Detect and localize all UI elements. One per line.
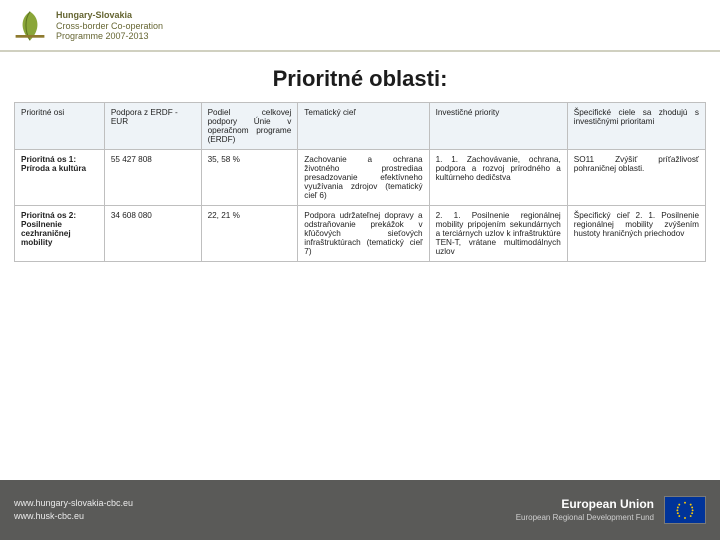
- cell-specific: SO11 Zvýšiť príťažlivosť pohraničnej obl…: [567, 150, 705, 206]
- program-name: Hungary-Slovakia Cross-border Co-operati…: [56, 10, 163, 42]
- footer-urls: www.hungary-slovakia-cbc.eu www.husk-cbc…: [14, 497, 133, 522]
- col-axis: Prioritné osi: [15, 103, 105, 150]
- cell-axis: Prioritná os 2: Posilnenie cezhraničnej …: [15, 206, 105, 262]
- col-erdf: Podpora z ERDF - EUR: [104, 103, 201, 150]
- table-row: Prioritná os 2: Posilnenie cezhraničnej …: [15, 206, 706, 262]
- cell-thematic: Zachovanie a ochrana životného prostredi…: [298, 150, 429, 206]
- cell-invest: 2. 1. Posilnenie regionálnej mobility pr…: [429, 206, 567, 262]
- priority-table-wrap: Prioritné osi Podpora z ERDF - EUR Podie…: [0, 102, 720, 262]
- cell-invest: 1. 1. Zachovávanie, ochrana, podpora a r…: [429, 150, 567, 206]
- col-share: Podiel celkovej podpory Únie v operačnom…: [201, 103, 298, 150]
- col-specific: Špecifické ciele sa zhodujú s investičný…: [567, 103, 705, 150]
- cell-axis: Prioritná os 1: Príroda a kultúra: [15, 150, 105, 206]
- footer-eu: European Union European Regional Develop…: [516, 496, 706, 524]
- col-invest: Investičné priority: [429, 103, 567, 150]
- program-line1: Hungary-Slovakia: [56, 10, 163, 21]
- cell-erdf: 55 427 808: [104, 150, 201, 206]
- table-row: Prioritná os 1: Príroda a kultúra 55 427…: [15, 150, 706, 206]
- cell-share: 35, 58 %: [201, 150, 298, 206]
- table-header-row: Prioritné osi Podpora z ERDF - EUR Podie…: [15, 103, 706, 150]
- program-line3: Programme 2007-2013: [56, 31, 163, 42]
- footer-url-1: www.hungary-slovakia-cbc.eu: [14, 497, 133, 510]
- program-logo: Hungary-Slovakia Cross-border Co-operati…: [12, 8, 163, 44]
- eu-title: European Union: [516, 497, 654, 513]
- cell-erdf: 34 608 080: [104, 206, 201, 262]
- leaf-logo-icon: [12, 8, 48, 44]
- slide: Hungary-Slovakia Cross-border Co-operati…: [0, 0, 720, 540]
- col-thematic: Tematický cieľ: [298, 103, 429, 150]
- program-banner: Hungary-Slovakia Cross-border Co-operati…: [0, 0, 720, 52]
- footer: www.hungary-slovakia-cbc.eu www.husk-cbc…: [0, 480, 720, 540]
- footer-url-2: www.husk-cbc.eu: [14, 510, 133, 523]
- priority-table: Prioritné osi Podpora z ERDF - EUR Podie…: [14, 102, 706, 262]
- cell-share: 22, 21 %: [201, 206, 298, 262]
- eu-text: European Union European Regional Develop…: [516, 497, 654, 523]
- page-title: Prioritné oblasti:: [0, 66, 720, 92]
- eu-subtitle: European Regional Development Fund: [516, 513, 654, 523]
- eu-flag-icon: [664, 496, 706, 524]
- cell-specific: Špecifický cieľ 2. 1. Posilnenie regioná…: [567, 206, 705, 262]
- program-line2: Cross-border Co-operation: [56, 21, 163, 32]
- cell-thematic: Podpora udržateľnej dopravy a odstraňova…: [298, 206, 429, 262]
